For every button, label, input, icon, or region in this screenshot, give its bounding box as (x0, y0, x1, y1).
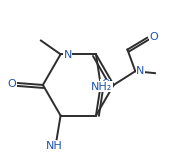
Text: NH₂: NH₂ (91, 82, 112, 92)
Text: N: N (63, 50, 72, 60)
Text: O: O (101, 79, 110, 89)
Text: N: N (136, 66, 145, 76)
Text: NH: NH (46, 141, 63, 151)
Text: O: O (149, 32, 158, 42)
Text: O: O (8, 79, 16, 89)
